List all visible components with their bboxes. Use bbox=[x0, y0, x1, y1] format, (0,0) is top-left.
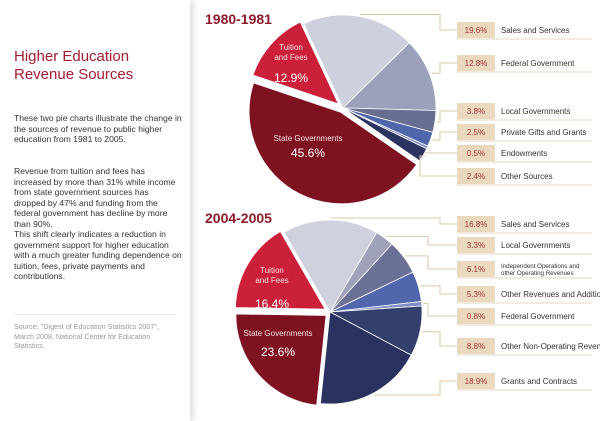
value-box bbox=[457, 237, 495, 253]
legend-row: 0.5% Endowments bbox=[457, 145, 592, 163]
divider bbox=[14, 314, 174, 315]
value-box bbox=[457, 261, 495, 277]
slice-label: Endowments bbox=[501, 149, 547, 158]
legend-row: 19.6% Sales and Services bbox=[457, 22, 592, 40]
pie-slice-state-governments bbox=[233, 311, 329, 408]
leader-line bbox=[385, 235, 457, 246]
slice-label: Local Governments bbox=[501, 241, 570, 250]
value-box bbox=[457, 55, 495, 71]
page-title: Higher Education Revenue Sources bbox=[14, 48, 134, 83]
slice-label: Independent Operations and other Operatin… bbox=[501, 263, 580, 277]
legend-row: 2.4% Other Sources bbox=[457, 168, 592, 186]
value-box bbox=[457, 308, 495, 324]
legend-row: 12.8% Federal Government bbox=[457, 55, 592, 73]
pie-chart-1: 1980-1981 19.6% Sales and Services 12.8% Fed… bbox=[205, 11, 592, 206]
chart-title: 1980-1981 bbox=[205, 11, 272, 27]
slice-inside-value: 45.6% bbox=[291, 146, 325, 160]
slice-value: 2.4% bbox=[467, 172, 485, 181]
slice-inside-value: 16.4% bbox=[255, 297, 289, 311]
value-box bbox=[457, 286, 495, 302]
slice-label: Local Governments bbox=[501, 107, 570, 116]
pie-slice-tuition-and-fees bbox=[233, 228, 329, 312]
slice-value: 18.9% bbox=[465, 377, 488, 386]
pie-chart-2: 2004-2005 16.8% Sales and Services 3.3% Loca… bbox=[205, 210, 600, 408]
slice-inside-label: Tuition and Fees bbox=[274, 43, 307, 62]
leader-line bbox=[419, 155, 457, 177]
slice-value: 8.8% bbox=[467, 342, 485, 351]
legend-row: 18.9% Grants and Contracts bbox=[457, 373, 592, 391]
slice-value: 0.8% bbox=[467, 312, 485, 321]
value-box bbox=[457, 373, 495, 389]
value-box bbox=[457, 216, 495, 232]
slice-label: Other Non-Operating Revenues bbox=[501, 342, 600, 351]
legend-row: 16.8% Sales and Services bbox=[457, 216, 592, 234]
slice-value: 5.3% bbox=[467, 290, 485, 299]
slice-value: 12.8% bbox=[465, 59, 488, 68]
value-box bbox=[457, 168, 495, 184]
slice-label: Other Revenues and Additions bbox=[501, 290, 600, 299]
slice-value: 3.3% bbox=[467, 241, 485, 250]
slice-label: Other Sources bbox=[501, 172, 553, 181]
slice-value: 19.6% bbox=[465, 26, 488, 35]
pie-slice-grants-and-contracts bbox=[319, 311, 412, 405]
slice-inside-value: 23.6% bbox=[261, 345, 295, 359]
slice-inside-value: 12.9% bbox=[274, 71, 308, 85]
slice-inside-label: State Governments bbox=[244, 329, 313, 338]
slice-value: 16.8% bbox=[465, 220, 488, 229]
legend-row: 3.3% Local Governments bbox=[457, 237, 592, 255]
leader-line bbox=[421, 331, 457, 347]
pie-slice-sales-and-services bbox=[283, 219, 378, 313]
slice-label: Private Gifts and Grants bbox=[501, 128, 586, 137]
legend-row: 8.8% Other Non-Operating Revenues bbox=[457, 338, 600, 356]
description-panel: Higher Education Revenue Sources These t… bbox=[0, 0, 190, 421]
value-box bbox=[457, 338, 495, 354]
pie-slice-federal-government bbox=[342, 42, 437, 111]
slice-value: 0.5% bbox=[467, 149, 485, 158]
intro-paragraph: These two pie charts illustrate the chan… bbox=[14, 113, 182, 145]
slice-label: Grants and Contracts bbox=[501, 377, 577, 386]
conclusion-paragraph: This shift clearly indicates a reduction… bbox=[14, 229, 182, 282]
slice-inside-label: Tuition and Fees bbox=[255, 266, 288, 285]
chart-title: 2004-2005 bbox=[205, 210, 272, 226]
leader-line bbox=[431, 62, 457, 74]
slice-value: 3.8% bbox=[467, 107, 485, 116]
leader-line bbox=[432, 131, 457, 141]
legend-row: 0.8% Federal Government bbox=[457, 308, 592, 326]
legend-row: 3.8% Local Governments bbox=[457, 103, 592, 121]
slice-value: 2.5% bbox=[467, 128, 485, 137]
leader-line bbox=[330, 217, 457, 225]
slice-label: Sales and Services bbox=[501, 26, 569, 35]
legend-row: 2.5% Private Gifts and Grants bbox=[457, 124, 592, 142]
slice-label: Federal Government bbox=[501, 312, 575, 321]
slice-inside-label: State Governments bbox=[274, 134, 343, 143]
value-box bbox=[457, 22, 495, 38]
leader-line bbox=[359, 14, 457, 31]
legend-row: 5.3% Other Revenues and Additions bbox=[457, 286, 600, 304]
value-box bbox=[457, 124, 495, 140]
leader-line bbox=[405, 255, 457, 270]
leader-line bbox=[436, 110, 457, 123]
leader-line bbox=[420, 285, 457, 295]
pie-slice-sales-and-services bbox=[303, 14, 410, 109]
slice-label: Sales and Services bbox=[501, 220, 569, 229]
pie-slice-tuition-and-fees bbox=[250, 19, 343, 108]
value-box bbox=[457, 145, 495, 161]
change-paragraph: Revenue from tuition and fees has increa… bbox=[14, 166, 176, 229]
source-note: Source: "Digest of Education Statistics … bbox=[14, 322, 159, 350]
leader-line bbox=[423, 303, 457, 317]
value-box bbox=[457, 103, 495, 119]
leader-line bbox=[374, 380, 457, 396]
pie-slice-state-governments bbox=[246, 80, 420, 206]
legend-row: 6.1% Independent Operations and other Oper… bbox=[457, 261, 592, 279]
slice-value: 6.1% bbox=[467, 265, 485, 274]
slice-label: Federal Government bbox=[501, 59, 575, 68]
